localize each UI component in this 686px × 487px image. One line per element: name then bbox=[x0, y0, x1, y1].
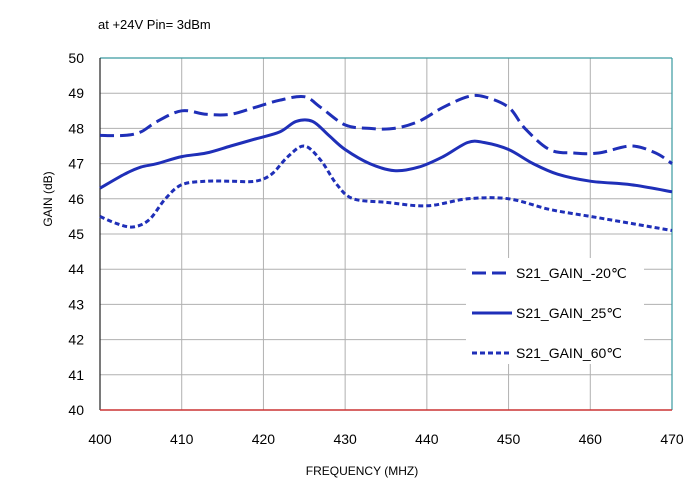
x-tick-label: 410 bbox=[170, 431, 194, 447]
y-tick-label: 50 bbox=[68, 50, 84, 66]
x-tick-label: 470 bbox=[660, 431, 684, 447]
y-tick-label: 44 bbox=[68, 261, 84, 277]
x-axis-label: FREQUENCY (MHZ) bbox=[306, 464, 418, 478]
y-tick-label: 49 bbox=[68, 85, 84, 101]
y-tick-label: 43 bbox=[68, 296, 84, 312]
y-tick-label: 48 bbox=[68, 120, 84, 136]
x-tick-label: 430 bbox=[333, 431, 357, 447]
series-line-2 bbox=[99, 118, 673, 194]
legend-label-3: S21_GAIN_60℃ bbox=[516, 345, 622, 361]
legend-label-2: S21_GAIN_25℃ bbox=[516, 305, 622, 321]
x-tick-label: 440 bbox=[415, 431, 439, 447]
x-tick-label: 400 bbox=[88, 431, 112, 447]
x-tick-label: 420 bbox=[252, 431, 276, 447]
y-axis-label: GAIN (dB) bbox=[41, 171, 55, 226]
x-tick-label: 460 bbox=[579, 431, 603, 447]
y-tick-label: 42 bbox=[68, 332, 84, 348]
y-tick-label: 47 bbox=[68, 156, 84, 172]
y-tick-label: 41 bbox=[68, 367, 84, 383]
y-tick-label: 46 bbox=[68, 191, 84, 207]
series-line-1 bbox=[99, 93, 673, 165]
x-tick-labels: 400 410 420 430 440 450 460 470 bbox=[88, 431, 684, 447]
x-tick-label: 450 bbox=[497, 431, 521, 447]
legend-label-1: S21_GAIN_-20℃ bbox=[516, 265, 627, 281]
y-tick-label: 40 bbox=[68, 402, 84, 418]
series-line-3 bbox=[99, 144, 673, 232]
y-tick-labels: 40 41 42 43 44 45 46 47 48 49 50 bbox=[68, 50, 84, 418]
y-tick-label: 45 bbox=[68, 226, 84, 242]
legend-background bbox=[466, 258, 644, 364]
chart-title: at +24V Pin= 3dBm bbox=[98, 17, 211, 32]
axes bbox=[99, 57, 673, 411]
series-lines bbox=[99, 93, 673, 232]
legend: S21_GAIN_-20℃ S21_GAIN_25℃ S21_GAIN_60℃ bbox=[466, 258, 644, 364]
